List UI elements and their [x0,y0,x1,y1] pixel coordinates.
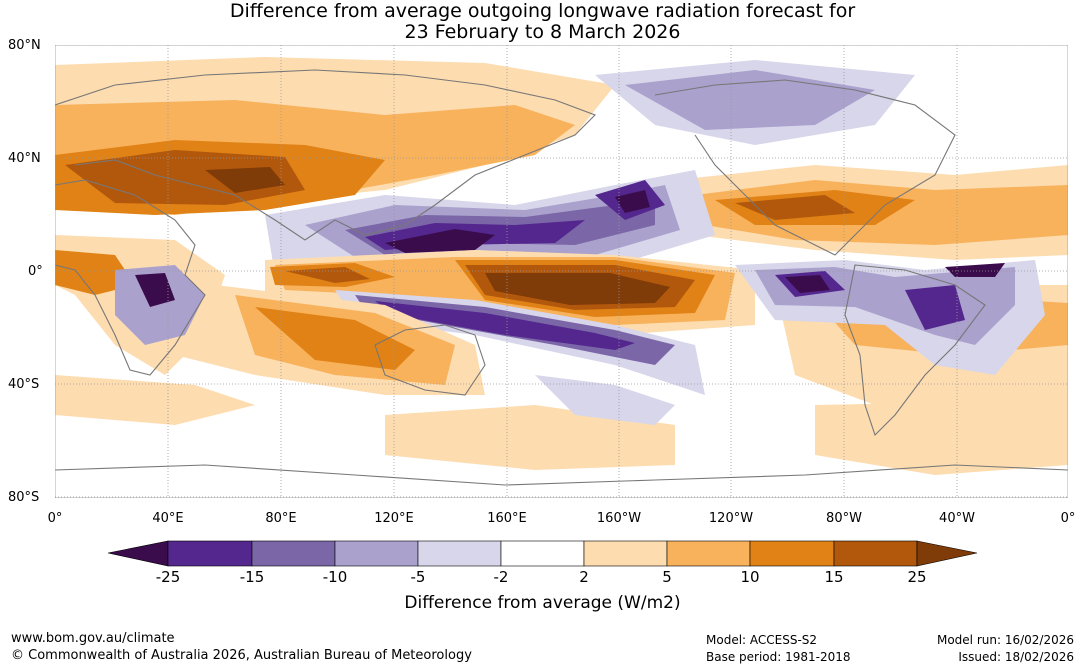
lon-label-40w: 40°W [939,511,975,526]
fill-so-light-3 [815,400,1068,475]
colorbar-bin--25--15 [167,540,253,567]
lon-label-40e: 40°E [152,511,184,526]
lon-label-160e: 160°E [487,511,527,526]
fill-npac-purple-core-deep [615,190,650,213]
colorbar-tick-25: 25 [907,568,927,586]
lon-label-120e: 120°E [374,511,414,526]
lon-label-0-right: 0° [1060,511,1076,526]
lon-label-160w: 160°W [596,511,642,526]
lon-label-80w: 80°W [826,511,862,526]
lat-label-equator: 0° [28,264,43,279]
colorbar-label: Difference from average (W/m2) [404,593,681,613]
lon-label-0-left: 0° [47,511,63,526]
colorbar-bin--10--5 [334,540,419,567]
graticule [55,45,1068,498]
lat-label-80s: 80°S [8,490,40,505]
fill-mc-deep [285,267,370,283]
anomaly-map [55,45,1068,498]
fill-africa-purple [115,265,205,345]
fill-so-purple [535,375,675,425]
colorbar-tick-15: 15 [824,568,844,586]
fill-trop-purple-core [385,229,495,253]
colorbar-tick--2: -2 [493,568,509,586]
colorbar-bin-15-25 [833,540,918,567]
fill-sa-purple-core [785,275,830,293]
coast-north-america [654,79,956,256]
colorbar-bin-2-5 [583,540,668,567]
footer-issued: Issued: 18/02/2026 [958,650,1074,664]
coast-south-america [844,264,986,437]
footer-base-period: Base period: 1981-2018 [706,650,851,664]
colorbar-tick--5: -5 [410,568,426,586]
chart-title-line-1: Difference from average outgoing longwav… [229,0,856,22]
footer-model: Model: ACCESS-S2 [706,633,818,647]
coast-eurasia [55,69,596,241]
coast-africa [55,179,206,376]
colorbar-right-arrow [916,540,978,567]
fill-atl-purple-core [945,263,1005,277]
fill-npac-purple-mid [625,70,875,130]
anomaly-fills [55,57,1068,475]
colorbar-tick--15: -15 [239,568,265,586]
fill-spcz-purple-deep [375,301,635,350]
colorbar-tick--25: -25 [155,568,181,586]
fill-eqpac-core [485,273,670,305]
colorbar-bin--5--2 [417,540,502,567]
lat-label-80n: 80°N [8,38,41,53]
colorbar-bin--15--10 [251,540,336,567]
colorbar-tick-5: 5 [662,568,672,586]
lon-label-80e: 80°E [265,511,297,526]
colorbar-tick--10: -10 [322,568,348,586]
fill-io-strong [255,307,415,370]
coast-australia [374,324,486,396]
footer-website: www.bom.gov.au/climate [11,631,175,646]
fill-na-deep [735,195,855,220]
colorbar-bin-5-10 [666,540,751,567]
colorbar-tick-2: 2 [579,568,589,586]
fill-so-light-2 [385,405,675,470]
colorbar-tick-10: 10 [740,568,760,586]
lon-label-120w: 120°W [708,511,754,526]
coast-antarctica [55,464,1068,486]
fill-nh-eurasia-core [205,167,285,193]
coastlines [55,69,1068,486]
colorbar-bin--2-2 [500,540,585,567]
colorbar-left-arrow [107,540,169,567]
footer-copyright: © Commonwealth of Australia 2026, Austra… [11,648,472,663]
fill-so-light-1 [55,375,255,425]
colorbar-bin-10-15 [749,540,835,567]
fill-africa-purple-core [135,273,175,307]
footer-model-run: Model run: 16/02/2026 [936,633,1074,647]
lat-label-40n: 40°N [8,151,41,166]
lat-label-40s: 40°S [8,377,40,392]
fill-brazil-purple [905,285,965,330]
chart-title-line-2: 23 February to 8 March 2026 [404,21,681,43]
